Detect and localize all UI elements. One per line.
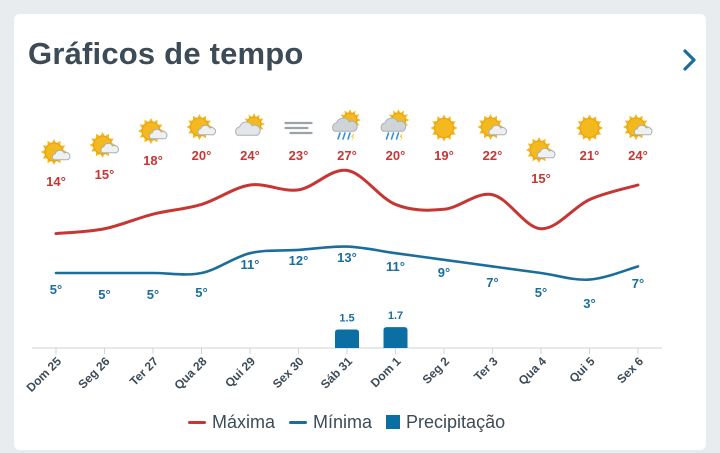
thunderstorm-rain-icon — [332, 109, 361, 141]
partly-sunny-icon — [526, 137, 556, 163]
legend-item-min[interactable]: Mínima — [289, 412, 372, 433]
legend-label-max: Máxima — [212, 411, 276, 432]
x-tick-label: Ter 3 — [471, 354, 501, 384]
min-temp-label: 13° — [337, 250, 357, 265]
legend-label-min: Mínima — [313, 411, 373, 432]
x-tick-label: Sex 30 — [270, 354, 307, 391]
min-temp-label: 5° — [98, 287, 110, 302]
x-tick-label: Qua 28 — [171, 354, 209, 392]
max-temp-label: 24° — [240, 148, 260, 163]
max-temp-label: 18° — [143, 153, 163, 168]
sunny-icon — [576, 114, 603, 142]
min-temp-line — [54, 245, 640, 282]
thunderstorm-rain-icon — [380, 109, 410, 141]
x-tick-label: Sex 6 — [614, 354, 646, 386]
legend-box-precipitation — [386, 415, 401, 429]
max-temp-line — [54, 168, 640, 236]
partly-sunny-icon — [138, 118, 168, 144]
min-temp-label: 5° — [535, 285, 547, 300]
card-title: Gráficos de tempo — [28, 36, 304, 71]
x-tick-label: Seg 2 — [420, 354, 453, 387]
chevron-right-icon[interactable] — [678, 46, 700, 74]
partly-sunny-icon — [477, 114, 507, 140]
x-tick-label: Dom 25 — [24, 354, 65, 395]
x-tick-label: Ter 27 — [127, 354, 162, 389]
precip-label: 1.7 — [388, 310, 403, 322]
partly-sunny-icon — [89, 132, 119, 158]
x-tick-label: Qui 5 — [566, 354, 597, 385]
min-temp-label: 5° — [195, 285, 207, 300]
partly-sunny-icon — [41, 139, 71, 165]
max-temp-label: 27° — [337, 148, 357, 163]
min-temp-label: 3° — [583, 296, 595, 311]
min-temp-label: 9° — [438, 265, 450, 280]
partly-sunny-icon — [186, 114, 216, 140]
max-temp-label: 20° — [386, 148, 406, 163]
max-temp-label: 15° — [531, 171, 551, 186]
max-temp-label: 23° — [289, 148, 309, 163]
x-tick-label: Dom 1 — [368, 354, 404, 390]
legend-item-max[interactable]: Máxima — [188, 412, 275, 433]
max-temp-label: 14° — [46, 174, 66, 189]
legend-item-precipitation[interactable]: Precipitação — [386, 412, 505, 433]
x-tick-label: Seg 26 — [75, 354, 112, 391]
partly-cloudy-icon — [235, 113, 265, 136]
x-tick-label: Qui 29 — [222, 354, 258, 390]
legend-line-min — [289, 420, 308, 424]
max-temp-label: 21° — [580, 148, 600, 163]
max-temp-label: 20° — [192, 148, 212, 163]
precip-bar — [335, 329, 359, 348]
max-temp-label: 24° — [628, 148, 648, 163]
max-temp-label: 15° — [95, 167, 115, 182]
chart-legend: Máxima Mínima Precipitação — [188, 409, 505, 435]
fog-icon — [284, 121, 313, 135]
max-temp-label: 22° — [483, 148, 503, 163]
x-tick-label: Sáb 31 — [318, 354, 355, 391]
min-temp-label: 5° — [50, 282, 62, 297]
weather-chart-card: Gráficos de tempo — [14, 14, 706, 450]
precip-label: 1.5 — [339, 313, 354, 325]
precip-bar — [383, 327, 408, 348]
min-temp-label: 5° — [147, 287, 159, 302]
legend-label-precipitation: Precipitação — [406, 411, 506, 432]
max-temp-label: 19° — [434, 148, 454, 163]
min-temp-label: 7° — [486, 275, 498, 290]
sunny-icon — [430, 114, 458, 142]
min-temp-label: 12° — [289, 253, 309, 268]
min-temp-label: 11° — [386, 259, 405, 274]
min-temp-label: 7° — [632, 276, 644, 291]
min-temp-label: 11° — [241, 257, 260, 272]
partly-sunny-icon — [623, 114, 653, 140]
legend-line-max — [188, 420, 206, 424]
x-tick-label: Qua 4 — [516, 354, 550, 388]
